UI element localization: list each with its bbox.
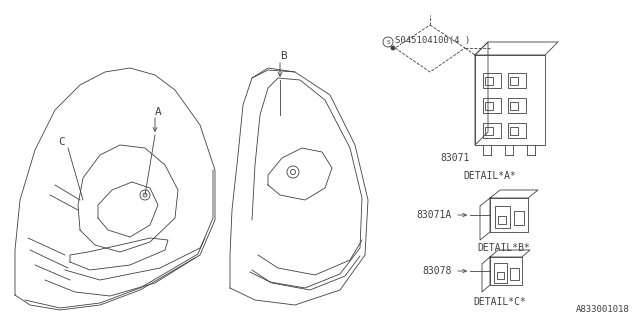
Text: 83071: 83071 — [440, 153, 469, 163]
Text: DETAIL*A*: DETAIL*A* — [463, 171, 516, 181]
Text: 83078: 83078 — [422, 266, 452, 276]
Text: DETAIL*B*: DETAIL*B* — [477, 243, 531, 253]
Text: DETAIL*C*: DETAIL*C* — [474, 297, 527, 307]
Text: A: A — [155, 107, 161, 117]
Text: A833001018: A833001018 — [576, 306, 630, 315]
Text: B: B — [280, 51, 286, 61]
Text: S045104100(4 ): S045104100(4 ) — [395, 36, 470, 44]
Text: S: S — [386, 39, 390, 44]
Circle shape — [391, 46, 395, 50]
Text: C: C — [59, 137, 65, 147]
Text: 83071A: 83071A — [417, 210, 452, 220]
